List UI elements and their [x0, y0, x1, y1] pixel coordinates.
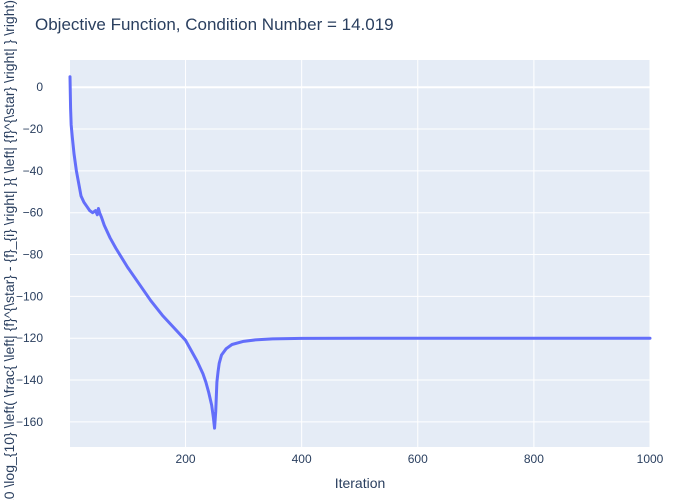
- y-tick-label: −40: [23, 164, 44, 178]
- series-line: [68, 75, 652, 430]
- series-layer: [68, 75, 652, 430]
- y-tick-label: −80: [23, 248, 44, 262]
- x-tick-label: 600: [408, 452, 428, 466]
- x-tick-label: 400: [292, 452, 312, 466]
- chart-title: Objective Function, Condition Number = 1…: [35, 15, 394, 34]
- y-tick-label: −20: [23, 122, 44, 136]
- y-tick-label: 0: [36, 80, 43, 94]
- grid: [70, 60, 651, 447]
- x-axis-ticks: 200 400 600 800 1000: [176, 452, 664, 466]
- x-tick-label: 200: [176, 452, 196, 466]
- y-tick-label: −100: [16, 289, 43, 303]
- y-tick-label: −60: [23, 206, 44, 220]
- y-axis-title: $20 \log_{10} \left( \frac{ \left| {f}^{…: [1, 0, 17, 500]
- y-axis-ticks: 0 −20 −40 −60 −80 −100 −120 −140 −160: [16, 80, 43, 429]
- x-tick-label: 800: [524, 452, 544, 466]
- y-tick-label: −140: [16, 373, 43, 387]
- x-tick-label: 1000: [637, 452, 664, 466]
- plot-area: [70, 60, 650, 447]
- y-tick-label: −120: [16, 331, 43, 345]
- x-axis-title: Iteration: [335, 475, 386, 491]
- y-tick-label: −160: [16, 415, 43, 429]
